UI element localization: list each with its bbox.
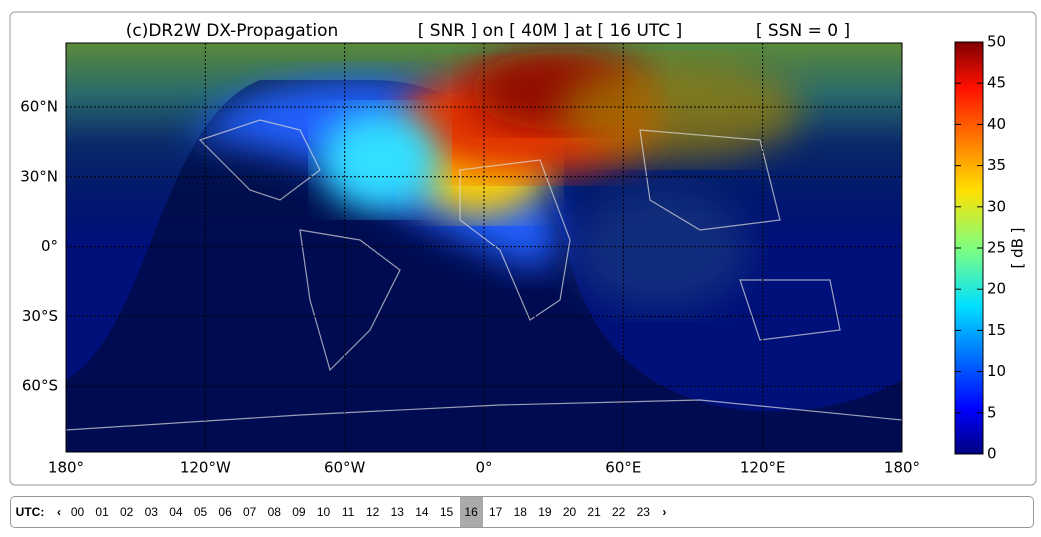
- hour-button[interactable]: 18: [513, 505, 527, 519]
- lat-label: 60°S: [22, 377, 58, 395]
- lon-label: 120°W: [180, 459, 231, 477]
- hour-button[interactable]: 06: [218, 505, 232, 519]
- hour-button[interactable]: 10: [316, 505, 331, 519]
- hour-button[interactable]: 17: [489, 505, 503, 519]
- colorbar-label: [ dB ]: [1009, 227, 1027, 268]
- hour-button[interactable]: 13: [390, 505, 404, 519]
- hour-button[interactable]: 21: [587, 505, 601, 519]
- colorbar-tick-label: 30: [987, 197, 1006, 215]
- ssn: [ SSN = 0 ]: [756, 21, 850, 41]
- colorbar-tick-label: 10: [987, 362, 1006, 380]
- title: (c)DR2W DX-Propagation: [126, 21, 339, 41]
- hour-button[interactable]: 14: [415, 505, 429, 519]
- mode: [ SNR ] on [ 40M ] at [ 16 UTC ]: [418, 21, 682, 41]
- hour-button[interactable]: 07: [243, 505, 257, 519]
- colorbar-tick-label: 5: [987, 403, 997, 421]
- hour-button[interactable]: 04: [169, 505, 183, 519]
- hour-button[interactable]: 22: [612, 505, 626, 519]
- lon-label: 0°: [475, 459, 492, 477]
- chart: (c)DR2W DX-Propagation [ SNR ] on [ 40M …: [9, 11, 1037, 486]
- hour-button[interactable]: 12: [366, 505, 380, 519]
- lon-label: 120°E: [740, 459, 786, 477]
- lon-label: 180°: [48, 459, 84, 477]
- colorbar-tick-label: 15: [987, 321, 1006, 339]
- hour-button[interactable]: 15: [439, 505, 454, 519]
- colorbar-tick-label: 20: [987, 280, 1006, 298]
- lon-label: 60°W: [324, 459, 366, 477]
- colorbar-tick-label: 45: [987, 74, 1006, 92]
- hour-button[interactable]: 03: [144, 505, 158, 519]
- hour-button[interactable]: 02: [120, 505, 134, 519]
- colorbar-tick-label: 40: [987, 115, 1006, 133]
- hour-button[interactable]: 00: [70, 505, 85, 519]
- selector-label: UTC:: [15, 505, 45, 519]
- hour-button[interactable]: 11: [341, 505, 355, 519]
- grid: [66, 43, 902, 452]
- lat-label: 30°S: [22, 307, 58, 325]
- hour-button[interactable]: 20: [562, 505, 577, 519]
- colorbar-tick-label: 35: [987, 156, 1006, 174]
- colorbar-tick-label: 0: [987, 445, 997, 463]
- lon-label: 60°E: [605, 459, 641, 477]
- lat-label: 60°N: [20, 98, 58, 116]
- hour-button[interactable]: 23: [636, 505, 650, 519]
- map-frame: [65, 42, 903, 453]
- hour-button[interactable]: 08: [267, 505, 281, 519]
- hour-button[interactable]: 19: [538, 505, 552, 519]
- lat-label: 30°N: [20, 167, 58, 185]
- hour-button[interactable]: 16: [459, 497, 483, 527]
- colorbar-tick-label: 50: [987, 33, 1006, 51]
- lat-label: 0°: [41, 237, 58, 255]
- hour-selector: UTC: ‹ 00 01 02 03 04 05 06 07 08 09 10 11 12 13 14 15 16 1…: [10, 496, 1034, 528]
- hour-button[interactable]: 09: [292, 505, 306, 519]
- hour-button[interactable]: 05: [193, 505, 208, 519]
- lon-label: 180°: [884, 459, 920, 477]
- hour-button[interactable]: 01: [95, 505, 109, 519]
- prev-button[interactable]: ‹: [57, 505, 61, 519]
- colorbar-tick-label: 25: [987, 239, 1006, 257]
- next-button[interactable]: ›: [662, 505, 667, 519]
